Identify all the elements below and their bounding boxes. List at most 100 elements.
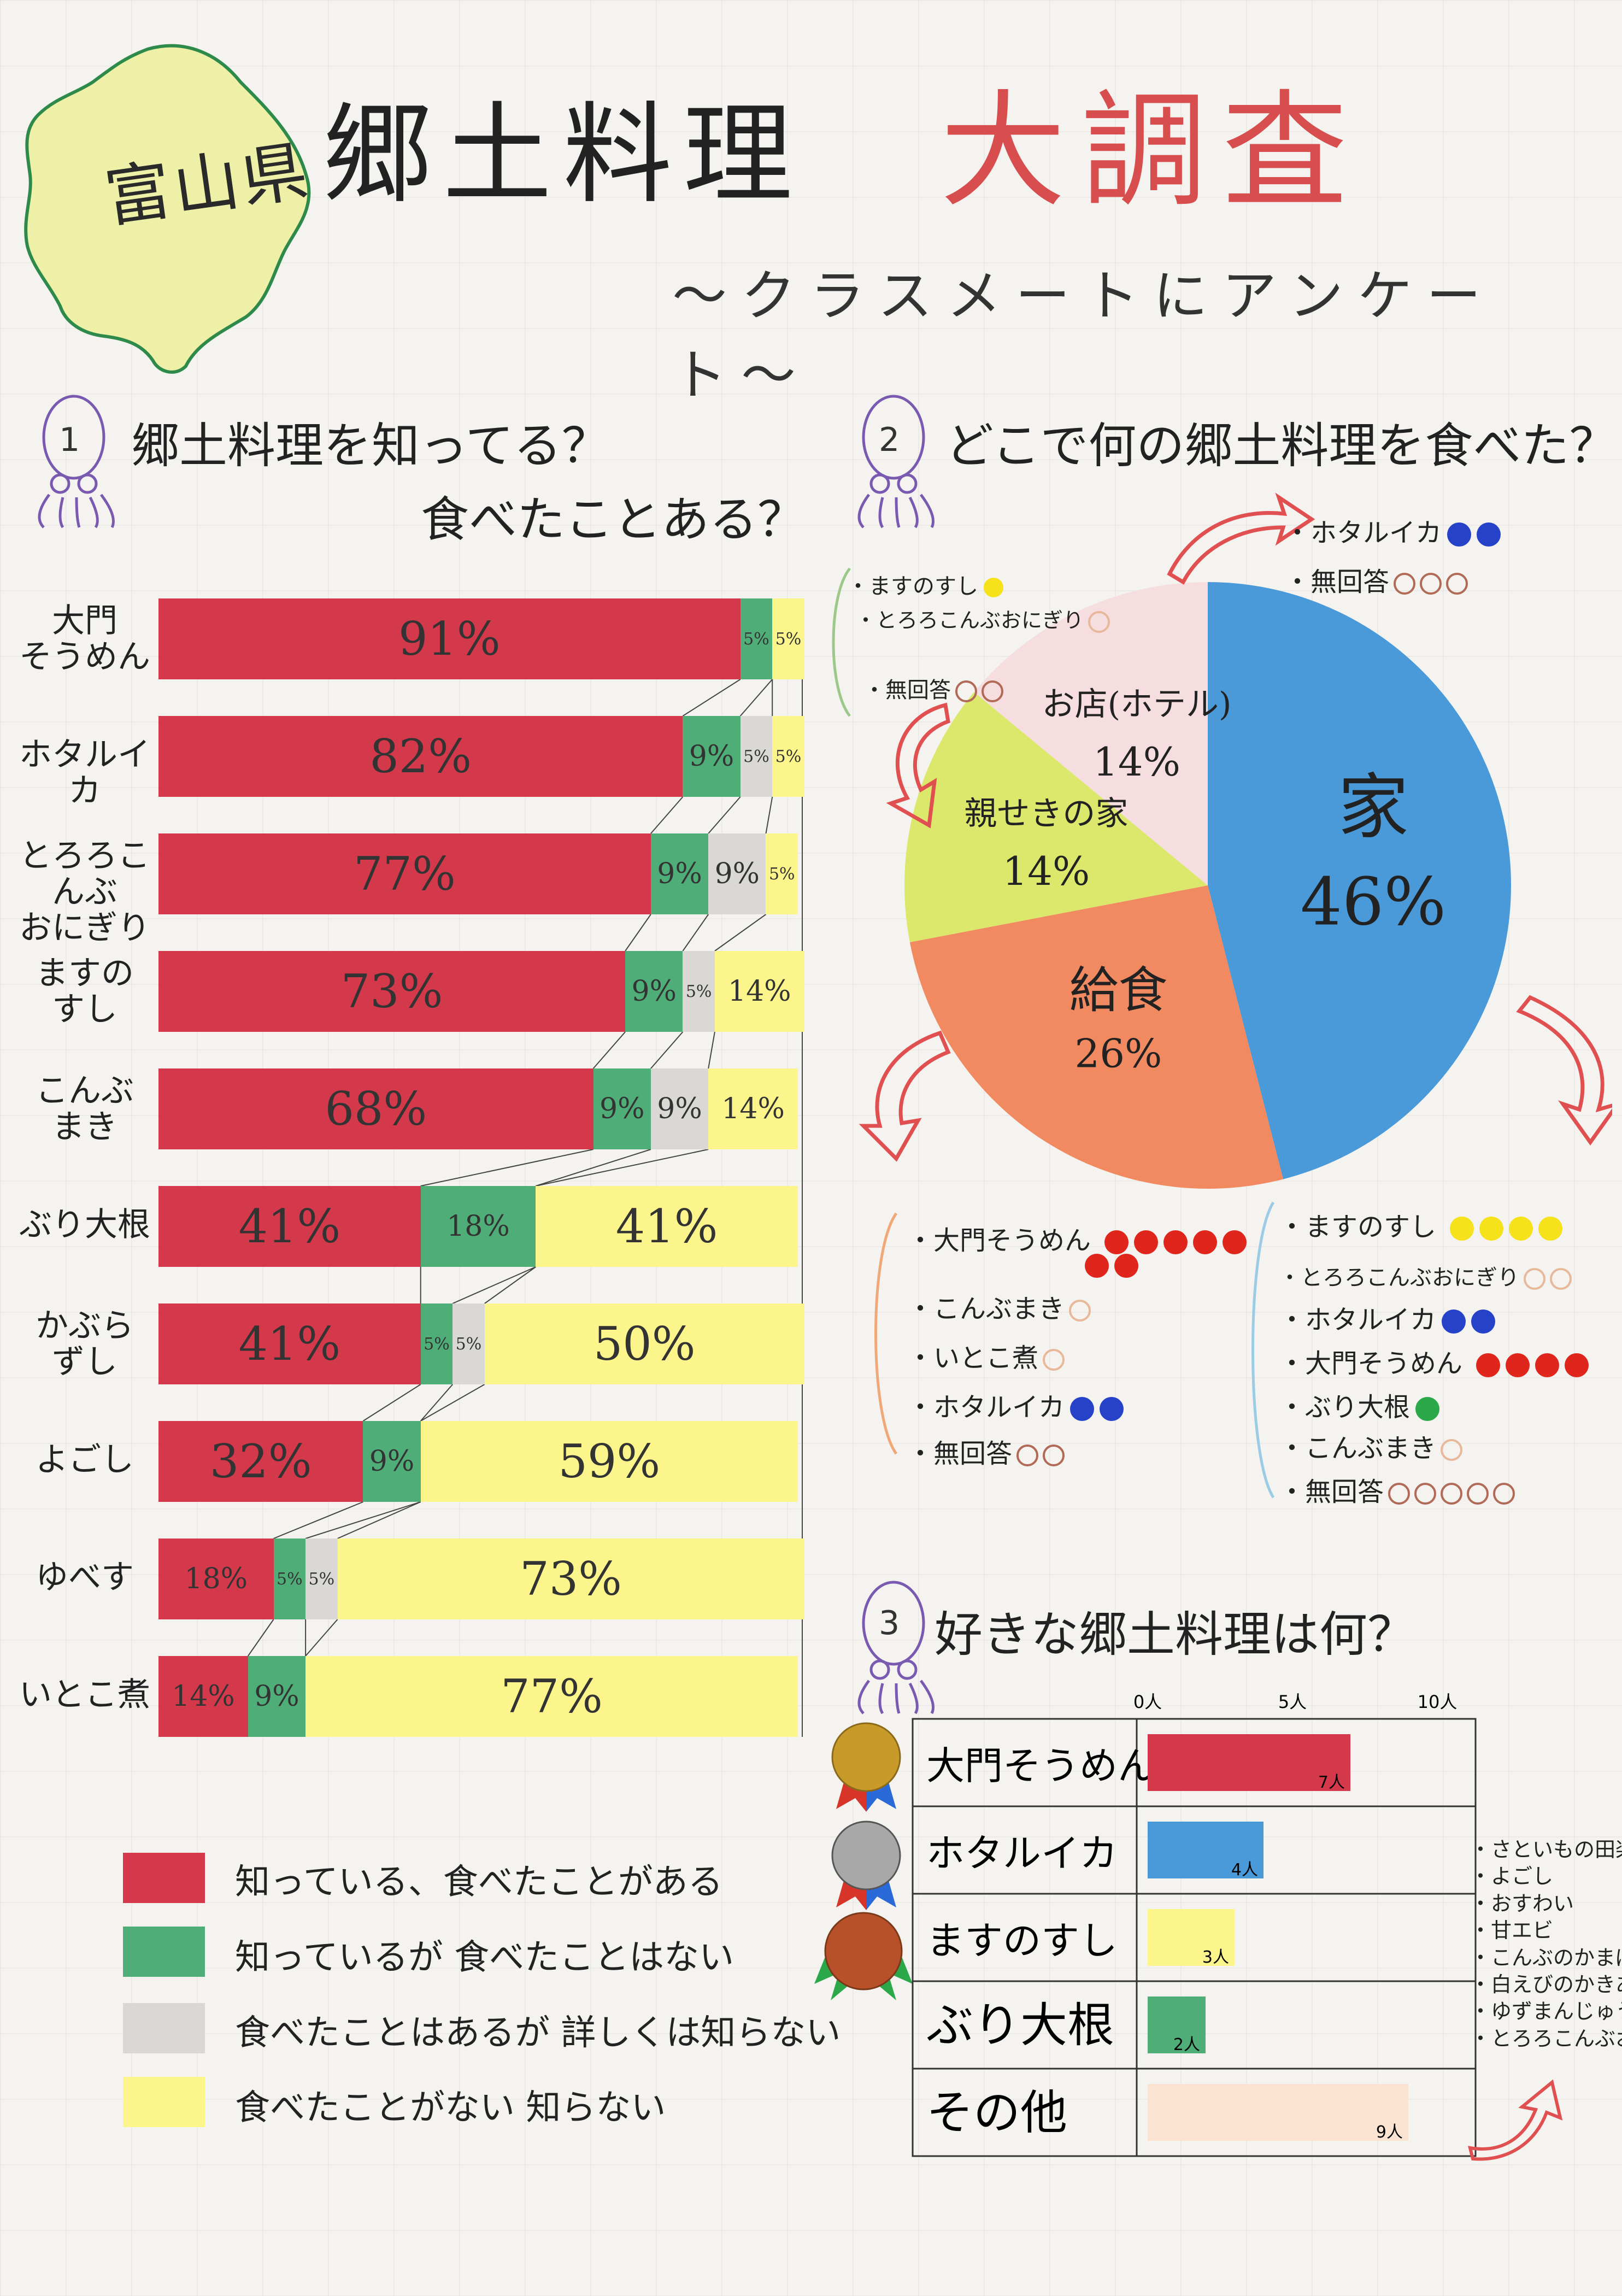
pie-slice-value: 14% xyxy=(1093,739,1180,785)
category-label: いとこ煮 xyxy=(19,1676,150,1714)
legend-swatch-known-eaten xyxy=(123,1853,205,1903)
bar-segment: 14% xyxy=(714,951,804,1032)
pie-slice-value: 14% xyxy=(1002,848,1090,894)
other-food-item: ・とろろこんぶおにぎり xyxy=(1470,2026,1622,2051)
connector-line xyxy=(708,1031,715,1069)
note-lunch-noanswer: ・無回答 xyxy=(907,1432,1065,1470)
bar-segment: 9% xyxy=(708,833,766,914)
q3-value-label: 7人 xyxy=(1318,1773,1345,1792)
pie-slice xyxy=(904,692,1208,942)
q3-category-label: ぶり大根 xyxy=(926,1998,1114,2053)
bar-segment: 5% xyxy=(452,1303,485,1384)
q3-value-label: 4人 xyxy=(1231,1860,1258,1880)
pie-slice xyxy=(974,582,1208,885)
q3-bar xyxy=(1148,2084,1408,2141)
bar-segment: 5% xyxy=(766,833,798,914)
title-main: 郷土料理 xyxy=(322,91,804,219)
note-lunch-hotaruika: ・ホタルイカ xyxy=(907,1385,1124,1424)
bar-segment: 5% xyxy=(740,598,773,679)
connector-line xyxy=(535,1149,651,1187)
connector-line xyxy=(273,1501,363,1539)
other-foods-list: ・さといもの田楽・よごし・おすわい・甘エビ・こんぶのかまぼこ・白えびのかきあげ・… xyxy=(1470,1836,1622,2052)
legend-swatch-not-eaten xyxy=(123,2077,205,2127)
bar-segment: 91% xyxy=(158,598,741,679)
bar-segment: 5% xyxy=(772,716,804,797)
connector-line xyxy=(682,679,741,717)
legend-text-known-not-eaten: 知っているが 食べたことはない xyxy=(235,1937,734,1978)
bar-segment: 5% xyxy=(740,716,773,797)
pie-slice xyxy=(1208,582,1511,1179)
category-label: ぶり大根 xyxy=(19,1206,150,1244)
bar-segment: 5% xyxy=(420,1303,453,1384)
category-label: ますの すし xyxy=(36,954,134,1029)
bar-segment: 9% xyxy=(593,1068,651,1149)
bar-segment: 50% xyxy=(484,1303,804,1384)
legend-text-known-eaten: 知っている、食べたことがある xyxy=(235,1862,723,1902)
note-relatives-noanswer: ・無回答 xyxy=(863,672,1003,704)
connector-line xyxy=(305,1619,338,1657)
connector-line xyxy=(305,1501,421,1539)
legend-swatch-eaten-not-detail xyxy=(123,2003,205,2053)
bar-segment: 59% xyxy=(420,1421,798,1502)
category-label: ホタルイカ xyxy=(19,736,150,810)
category-label: とろろこんぶ おにぎり xyxy=(19,837,150,947)
connector-line xyxy=(420,1149,593,1187)
pie-slice-label: 給食 xyxy=(1069,962,1167,1019)
bracket xyxy=(874,1212,898,1455)
q3-category-label: その他 xyxy=(926,2086,1067,2140)
connector-line xyxy=(765,796,773,834)
q3-value-label: 2人 xyxy=(1173,2035,1200,2054)
q3-axis-tick: 0人 xyxy=(1133,1692,1162,1712)
note-home-omon: ・大門そうめん xyxy=(1279,1342,1589,1380)
connector-line xyxy=(650,796,684,834)
connector-line xyxy=(708,796,741,834)
q3-bar xyxy=(1148,1822,1263,1878)
bar-segment: 41% xyxy=(158,1303,421,1384)
q1-title-line2: 食べたことある？ xyxy=(421,491,806,548)
bar-segment: 14% xyxy=(708,1068,798,1149)
bar-segment: 9% xyxy=(650,833,709,914)
bar-segment: 18% xyxy=(420,1186,536,1267)
note-home-tororo: ・とろろこんぶおにぎり xyxy=(1279,1260,1572,1291)
bar-segment: 73% xyxy=(158,951,626,1032)
q3-category-label: 大門そうめん xyxy=(926,1743,1156,1788)
category-label: ゆべす xyxy=(36,1558,134,1596)
bar-segment: 9% xyxy=(363,1421,421,1502)
connector-line xyxy=(484,1266,536,1304)
other-arrow xyxy=(1467,2079,1563,2161)
connector-line xyxy=(650,1031,684,1069)
legend-swatch-known-not-eaten xyxy=(123,1927,205,1977)
other-food-item: ・ゆずまんじゅう xyxy=(1470,1999,1622,2024)
q1-number: 1 xyxy=(59,421,80,459)
bar-segment: 77% xyxy=(158,833,651,914)
squid-icon xyxy=(857,395,935,529)
connector-line xyxy=(420,1384,485,1422)
q2-number: 2 xyxy=(879,421,900,459)
note-shop-hotaruika: ・ホタルイカ xyxy=(1284,511,1501,549)
other-food-item: ・おすわい xyxy=(1470,1891,1574,1916)
pie-slice-label: 親せきの家 xyxy=(964,795,1128,833)
connector-line xyxy=(362,1384,421,1422)
note-relatives-tororo: ・とろろこんぶおにぎり xyxy=(855,609,1110,633)
connector-line xyxy=(714,914,767,952)
other-food-item: ・白えびのかきあげ xyxy=(1470,1972,1622,1996)
q3-bar xyxy=(1148,1734,1350,1791)
q3-category-label: ますのすし xyxy=(926,1918,1118,1963)
bar-segment: 9% xyxy=(248,1656,306,1737)
connector-line xyxy=(592,1031,626,1069)
pie-slice xyxy=(909,885,1284,1189)
connector-line xyxy=(247,1619,274,1657)
bar-segment: 9% xyxy=(625,951,683,1032)
bar-segment: 5% xyxy=(772,598,804,679)
bar-segment: 9% xyxy=(650,1068,709,1149)
other-food-item: ・よごし xyxy=(1470,1864,1554,1889)
bar-segment: 73% xyxy=(337,1539,804,1619)
squid-icon xyxy=(38,395,115,529)
note-home-noanswer: ・無回答 xyxy=(1279,1470,1515,1508)
squid-icon xyxy=(857,1581,935,1714)
note-home-masunosushi: ・ますのすし xyxy=(1279,1205,1563,1243)
category-label: こんぶ まき xyxy=(36,1072,134,1146)
bar-segment: 5% xyxy=(683,951,715,1032)
connector-line xyxy=(536,1149,709,1187)
